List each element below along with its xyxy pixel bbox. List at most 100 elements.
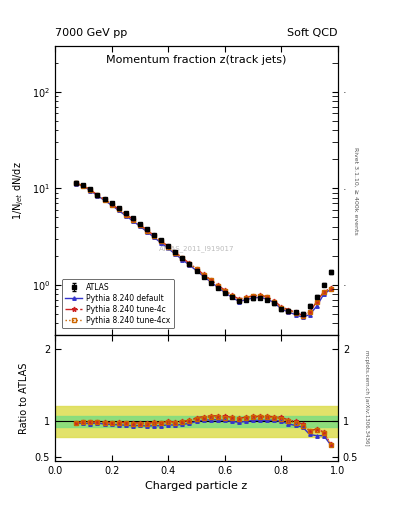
Pythia 8.240 tune-4cx (138, 222, 142, 228)
Pythia 8.240 tune-4c (265, 294, 270, 300)
Pythia 8.240 tune-4c (201, 271, 206, 278)
Pythia 8.240 tune-4c (81, 182, 86, 188)
Pythia 8.240 tune-4cx (265, 294, 270, 301)
Pythia 8.240 tune-4cx (293, 310, 298, 316)
Pythia 8.240 tune-4cx (123, 211, 128, 218)
Pythia 8.240 tune-4c (145, 227, 149, 233)
Text: Soft QCD: Soft QCD (288, 28, 338, 38)
Line: Pythia 8.240 tune-4cx: Pythia 8.240 tune-4cx (75, 182, 332, 318)
Pythia 8.240 tune-4cx (81, 183, 86, 189)
Pythia 8.240 default (237, 298, 241, 305)
Pythia 8.240 tune-4c (300, 312, 305, 318)
Pythia 8.240 tune-4cx (314, 299, 319, 305)
Pythia 8.240 tune-4c (272, 298, 277, 304)
Y-axis label: 1/N$_{jet}$ dN/dz: 1/N$_{jet}$ dN/dz (12, 161, 26, 220)
Pythia 8.240 tune-4cx (258, 293, 263, 299)
Pythia 8.240 tune-4cx (279, 305, 284, 311)
Line: Pythia 8.240 default: Pythia 8.240 default (75, 182, 332, 319)
Legend: ATLAS, Pythia 8.240 default, Pythia 8.240 tune-4c, Pythia 8.240 tune-4cx: ATLAS, Pythia 8.240 default, Pythia 8.24… (62, 279, 174, 328)
Pythia 8.240 tune-4cx (329, 286, 333, 292)
Pythia 8.240 tune-4c (116, 206, 121, 212)
Pythia 8.240 default (321, 291, 326, 297)
Pythia 8.240 tune-4c (251, 293, 255, 299)
Pythia 8.240 tune-4c (159, 238, 163, 244)
Pythia 8.240 tune-4cx (180, 255, 185, 262)
Pythia 8.240 tune-4cx (300, 313, 305, 319)
Pythia 8.240 default (307, 311, 312, 317)
Pythia 8.240 tune-4c (166, 243, 171, 249)
Pythia 8.240 tune-4cx (307, 309, 312, 315)
Pythia 8.240 default (173, 251, 178, 257)
Pythia 8.240 tune-4c (215, 282, 220, 288)
Pythia 8.240 tune-4cx (152, 233, 156, 239)
Pythia 8.240 tune-4c (307, 309, 312, 315)
Pythia 8.240 default (201, 273, 206, 280)
Pythia 8.240 tune-4cx (102, 197, 107, 203)
Pythia 8.240 tune-4cx (208, 278, 213, 284)
Pythia 8.240 default (95, 193, 100, 199)
Pythia 8.240 default (286, 309, 291, 315)
Text: ATLAS_2011_I919017: ATLAS_2011_I919017 (159, 245, 234, 252)
Pythia 8.240 tune-4cx (201, 272, 206, 278)
Pythia 8.240 default (180, 257, 185, 263)
Pythia 8.240 tune-4c (138, 222, 142, 228)
Pythia 8.240 tune-4cx (74, 180, 79, 186)
Pythia 8.240 default (187, 262, 192, 268)
Pythia 8.240 default (244, 296, 248, 303)
X-axis label: Charged particle z: Charged particle z (145, 481, 248, 491)
Pythia 8.240 tune-4c (286, 307, 291, 313)
Pythia 8.240 tune-4c (222, 287, 227, 293)
Pythia 8.240 tune-4c (130, 216, 135, 222)
Pythia 8.240 default (314, 303, 319, 309)
Pythia 8.240 default (159, 240, 163, 246)
Pythia 8.240 tune-4c (187, 260, 192, 266)
Pythia 8.240 default (293, 311, 298, 317)
Pythia 8.240 default (265, 296, 270, 302)
Pythia 8.240 tune-4c (279, 304, 284, 310)
Pythia 8.240 default (166, 245, 171, 251)
Pythia 8.240 tune-4cx (272, 298, 277, 305)
Pythia 8.240 tune-4c (102, 196, 107, 202)
Pythia 8.240 default (81, 183, 86, 189)
Pythia 8.240 tune-4c (194, 266, 199, 272)
Pythia 8.240 tune-4cx (194, 266, 199, 272)
Pythia 8.240 tune-4cx (95, 192, 100, 198)
Pythia 8.240 default (279, 306, 284, 312)
Pythia 8.240 tune-4c (329, 285, 333, 291)
Pythia 8.240 tune-4c (180, 255, 185, 261)
Pythia 8.240 tune-4cx (173, 250, 178, 256)
Pythia 8.240 tune-4c (208, 276, 213, 283)
Pythia 8.240 tune-4cx (251, 293, 255, 300)
Line: Pythia 8.240 tune-4c: Pythia 8.240 tune-4c (74, 181, 333, 318)
Pythia 8.240 default (329, 286, 333, 292)
Pythia 8.240 tune-4cx (222, 288, 227, 294)
Pythia 8.240 default (102, 197, 107, 203)
Pythia 8.240 default (88, 187, 93, 194)
Pythia 8.240 tune-4cx (230, 293, 234, 299)
Pythia 8.240 tune-4c (321, 288, 326, 294)
Y-axis label: Rivet 3.1.10, ≥ 400k events: Rivet 3.1.10, ≥ 400k events (353, 147, 358, 234)
Pythia 8.240 tune-4c (88, 186, 93, 193)
Pythia 8.240 default (258, 294, 263, 301)
Pythia 8.240 default (230, 294, 234, 301)
Y-axis label: mcplots.cern.ch [arXiv:1306.3436]: mcplots.cern.ch [arXiv:1306.3436] (364, 350, 369, 446)
Pythia 8.240 tune-4c (173, 249, 178, 255)
Pythia 8.240 default (222, 289, 227, 295)
Pythia 8.240 tune-4c (109, 201, 114, 207)
Pythia 8.240 default (138, 223, 142, 229)
Pythia 8.240 tune-4cx (116, 206, 121, 212)
Pythia 8.240 tune-4cx (321, 289, 326, 295)
Pythia 8.240 tune-4cx (286, 308, 291, 314)
Pythia 8.240 tune-4c (230, 292, 234, 298)
Pythia 8.240 tune-4cx (145, 227, 149, 233)
Pythia 8.240 tune-4c (293, 309, 298, 315)
Pythia 8.240 default (74, 181, 79, 187)
Pythia 8.240 tune-4c (258, 292, 263, 298)
Pythia 8.240 tune-4cx (109, 201, 114, 207)
Pythia 8.240 default (130, 218, 135, 224)
Pythia 8.240 default (116, 207, 121, 214)
Pythia 8.240 tune-4cx (215, 283, 220, 289)
Pythia 8.240 default (215, 284, 220, 290)
Pythia 8.240 tune-4c (314, 298, 319, 305)
Pythia 8.240 tune-4c (152, 232, 156, 239)
